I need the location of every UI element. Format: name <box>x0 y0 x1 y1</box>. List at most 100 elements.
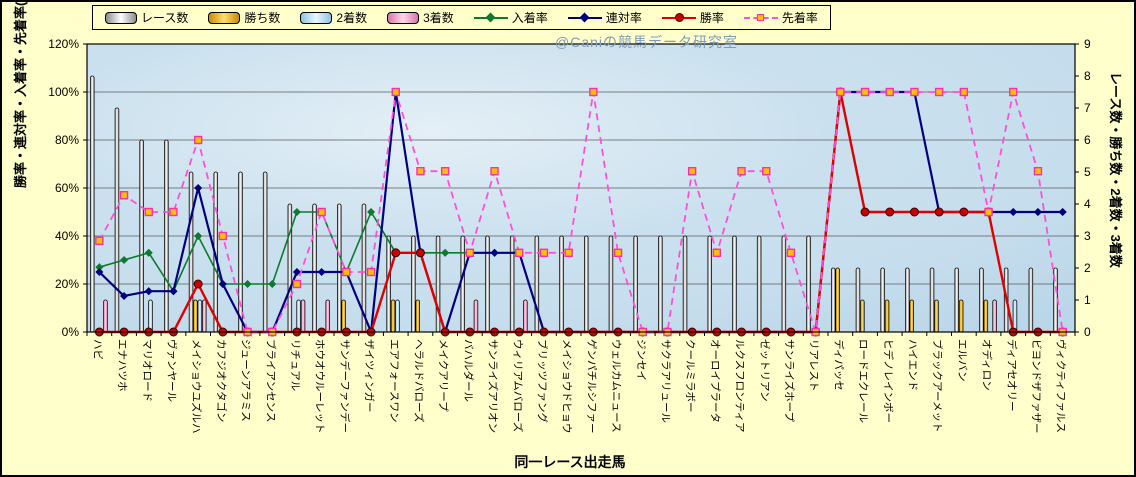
marker-square <box>836 87 845 97</box>
x-category-label: サンデーファンデー <box>338 339 351 433</box>
legend-item-quinella_rate: 連対率 <box>567 9 642 26</box>
marker-square <box>712 248 722 258</box>
marker-square <box>1033 166 1043 176</box>
marker-square <box>984 207 993 217</box>
legend-item-win_rate: 勝率 <box>661 9 724 26</box>
x-category-label: ジンセイ <box>635 339 647 381</box>
marker-diamond <box>120 255 129 265</box>
bar <box>830 267 836 333</box>
y-right-tick: 2 <box>1084 261 1091 275</box>
x-category-label: サクラアリュール <box>659 339 671 423</box>
y-left-tick-labels: 0% 20% 40% 60% 80% 100% 120% <box>48 37 79 339</box>
bar <box>287 203 293 333</box>
x-category-label: ゲンパチルシファー <box>585 339 597 434</box>
x-category-label: エアフォースワン <box>388 339 400 422</box>
marker-square <box>218 231 228 241</box>
bar <box>682 235 688 333</box>
bar <box>197 299 203 333</box>
y-right-tick: 3 <box>1084 229 1091 243</box>
marker-square <box>366 267 376 277</box>
legend-item-thirds: 3着数 <box>387 9 454 26</box>
x-category-label: メイショウユズルハ <box>190 339 203 434</box>
y-right-tick-labels: 0 1 2 3 4 5 6 7 8 9 <box>1084 37 1091 339</box>
marker-diamond <box>120 291 129 301</box>
bar <box>658 235 663 333</box>
marker-square <box>391 87 400 97</box>
y-right-tick: 9 <box>1084 37 1091 51</box>
y-left-tick: 120% <box>48 37 79 51</box>
legend-item-first_rate: 先着率 <box>743 9 818 26</box>
marker-diamond <box>1033 207 1042 217</box>
x-category-label: ブリッツファング <box>536 339 549 423</box>
bar <box>559 235 564 333</box>
bar <box>312 203 317 333</box>
y-right-tick: 1 <box>1084 293 1091 307</box>
x-category-label: リアレスト <box>808 339 820 392</box>
bar <box>114 107 120 333</box>
x-category-label: オーロイプラータ <box>709 339 721 423</box>
marker-square <box>1009 87 1018 97</box>
bar <box>341 299 346 333</box>
bar <box>325 299 331 333</box>
y-left-tick: 80% <box>55 133 79 147</box>
x-category-label: ゼットリアン <box>758 339 770 402</box>
legend-swatch-bar <box>105 11 137 24</box>
marker-square <box>934 87 944 97</box>
marker-square <box>539 248 549 258</box>
y-right-tick: 4 <box>1084 197 1091 211</box>
x-category-label: ウェルカムニュース <box>610 339 622 433</box>
bar <box>707 235 712 333</box>
x-category-label: ロードエクレール <box>857 339 869 423</box>
bar <box>905 267 910 333</box>
x-category-label: サンライズホープ <box>783 339 796 423</box>
marker-diamond <box>144 248 153 257</box>
bar <box>485 235 490 333</box>
bar <box>164 139 169 333</box>
bar <box>300 299 306 333</box>
marker-circle <box>391 248 401 258</box>
marker-square <box>687 166 697 176</box>
bar <box>139 139 144 333</box>
bar <box>884 299 890 333</box>
x-category-label: マリオロード <box>141 339 153 402</box>
marker-square <box>440 166 450 176</box>
bar <box>460 235 466 333</box>
y-axis-left-title: 勝率・連対率・入着率・先着率(%) <box>13 0 28 188</box>
marker-square <box>613 248 623 258</box>
marker-square <box>786 248 796 258</box>
marker-diamond <box>144 287 153 296</box>
x-category-label: ハビ <box>91 339 103 360</box>
marker-circle <box>959 207 969 217</box>
y-left-tick: 100% <box>48 85 79 99</box>
bar <box>1012 299 1018 333</box>
bar <box>415 299 421 333</box>
x-category-label: ビヨンドザファザー <box>1030 339 1042 434</box>
x-category-label: ハイエンド <box>906 339 918 391</box>
marker-circle <box>193 279 203 289</box>
x-axis-title: 同一レース出走馬 <box>514 454 626 470</box>
marker-circle <box>934 207 944 217</box>
x-category-label: メイクアリープ <box>437 339 449 412</box>
legend-swatch-line <box>743 13 778 23</box>
marker-square <box>416 166 425 176</box>
x-category-label: ディアセオリー <box>1005 339 1018 412</box>
legend-swatch-line <box>661 12 696 23</box>
legend-swatch-bar <box>300 11 333 24</box>
bar <box>880 267 885 333</box>
bar <box>608 235 614 333</box>
x-category-label: ホウオウルーレット <box>314 339 326 434</box>
marker-square <box>317 207 326 217</box>
legend-item-seconds: 2着数 <box>300 9 367 26</box>
bar <box>992 299 997 333</box>
x-category-label: バハルダール <box>462 339 475 402</box>
bar <box>89 75 95 333</box>
bar <box>523 299 528 333</box>
bar-series-3着数 <box>103 299 997 333</box>
y-right-tick: 8 <box>1084 69 1091 83</box>
legend-label: レース数 <box>141 11 189 25</box>
x-category-label: ウィリアムバローズ <box>511 339 524 432</box>
bar <box>806 235 811 333</box>
bar <box>103 299 108 333</box>
bar <box>238 171 243 333</box>
